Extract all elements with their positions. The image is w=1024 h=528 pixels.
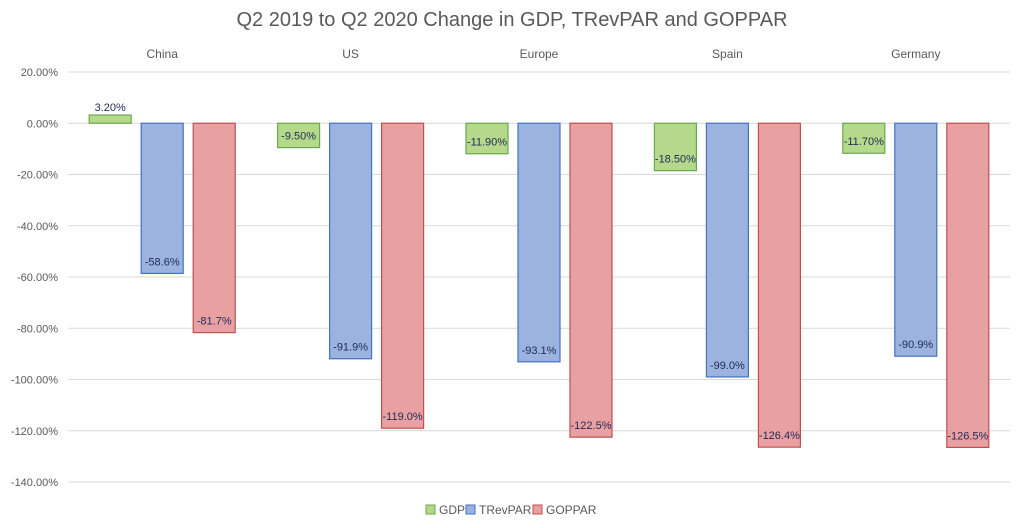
category-label: Germany — [891, 47, 940, 61]
bar-trevpar-spain — [705, 122, 750, 378]
y-axis-tick-labels: 20.00% 0.00% -20.00% -40.00% -60.00% -80.00% -… — [11, 67, 58, 489]
bars — [88, 114, 990, 449]
legend-label-goppar: GOPPAR — [546, 503, 597, 517]
y-tick-label: -120.00% — [11, 426, 58, 438]
legend: GDP TRevPAR GOPPAR — [425, 503, 597, 517]
bar-goppar-germany — [946, 122, 990, 449]
bar-gdp-europe — [465, 122, 509, 155]
category-labels: China US Europe Spain Germany — [147, 47, 941, 61]
category-label: US — [342, 47, 359, 61]
data-label: -126.4% — [759, 430, 800, 442]
data-label: -119.0% — [383, 411, 423, 423]
legend-label-gdp: GDP — [439, 503, 465, 517]
bar-goppar-china — [192, 122, 236, 334]
y-tick-label: -40.00% — [17, 221, 58, 233]
category-label: Spain — [712, 47, 743, 61]
category-label: China — [147, 47, 179, 61]
data-label: -91.9% — [333, 342, 368, 354]
y-tick-label: -100.00% — [11, 375, 58, 387]
data-label: -122.5% — [571, 420, 612, 432]
bar-trevpar-china — [140, 122, 184, 275]
data-label: -9.50% — [281, 131, 316, 143]
y-tick-label: -140.00% — [11, 477, 58, 489]
legend-label-trevpar: TRevPAR — [479, 503, 532, 517]
y-tick-label: -80.00% — [17, 323, 58, 335]
bar-gdp-germany — [842, 122, 886, 154]
data-label: -11.90% — [467, 137, 507, 149]
y-tick-label: -20.00% — [17, 170, 58, 182]
data-label: -81.7% — [197, 316, 232, 328]
data-label: -126.5% — [947, 430, 988, 442]
bar-goppar-europe — [569, 122, 613, 438]
data-label: 3.20% — [95, 102, 126, 114]
chart-title: Q2 2019 to Q2 2020 Change in GDP, TRevPA… — [236, 9, 787, 31]
y-tick-label: 20.00% — [21, 67, 59, 79]
data-label: -99.0% — [710, 360, 745, 372]
bar-gdp-china — [88, 114, 132, 124]
legend-swatch-goppar — [532, 504, 543, 515]
bar-trevpar-us — [329, 122, 373, 360]
y-tick-label: 0.00% — [27, 118, 58, 130]
data-label: -18.50% — [655, 154, 696, 166]
bar-trevpar-germany — [894, 122, 938, 357]
y-tick-label: -60.00% — [17, 272, 58, 284]
category-label: Europe — [520, 47, 559, 61]
bar-gdp-spain — [653, 122, 698, 172]
data-label: -11.70% — [844, 136, 884, 148]
legend-swatch-gdp — [425, 504, 436, 515]
data-label: -58.6% — [145, 256, 180, 268]
bar-goppar-spain — [757, 122, 802, 448]
bar-goppar-us — [381, 122, 425, 429]
bar-trevpar-europe — [517, 122, 561, 363]
legend-swatch-trevpar — [465, 504, 476, 515]
data-labels: 3.20% -58.6% -81.7% -9.50% -91.9% -119.0% -11.… — [95, 102, 989, 442]
bar-gdp-us — [277, 122, 321, 149]
data-label: -90.9% — [898, 339, 933, 351]
data-label: -93.1% — [522, 345, 557, 357]
